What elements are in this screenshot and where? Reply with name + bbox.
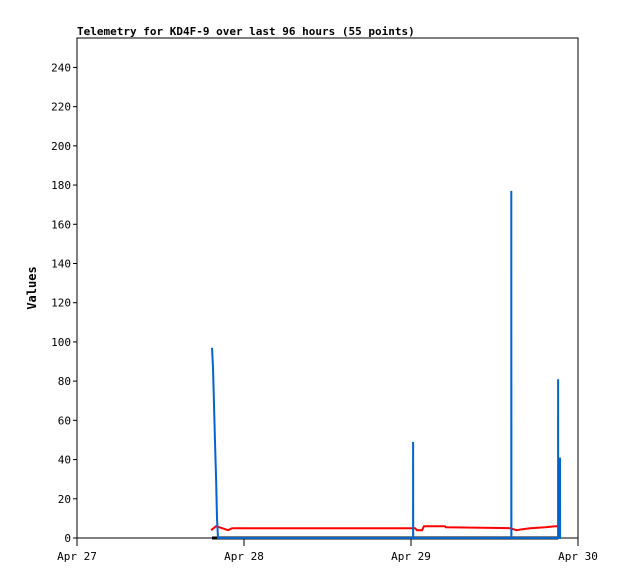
y-tick-label: 20 xyxy=(58,493,71,506)
y-tick-label: 180 xyxy=(51,179,71,192)
y-tick-label: 40 xyxy=(58,454,71,467)
plot-frame xyxy=(76,37,579,539)
series-line-2 xyxy=(211,190,562,539)
series-line-1 xyxy=(210,525,560,532)
y-tick-label: 240 xyxy=(51,61,71,74)
y-tick-label: 60 xyxy=(58,414,71,427)
y-tick-label: 120 xyxy=(51,297,71,310)
series-group xyxy=(210,190,562,540)
x-tick-label: Apr 28 xyxy=(224,550,264,563)
y-tick-label: 160 xyxy=(51,218,71,231)
x-tick-label: Apr 29 xyxy=(391,550,431,563)
y-tick-label: 220 xyxy=(51,101,71,114)
y-tick-label: 80 xyxy=(58,375,71,388)
y-tick-label: 140 xyxy=(51,257,71,270)
chart-title: Telemetry for KD4F-9 over last 96 hours … xyxy=(77,25,415,38)
y-axis: 0 20 40 60 80 100 120 140 160 180 200 220 240 xyxy=(51,61,77,545)
y-tick-label: 0 xyxy=(64,532,71,545)
x-tick-label: Apr 30 xyxy=(558,550,598,563)
x-axis: Apr 27 Apr 28 Apr 29 Apr 30 xyxy=(57,538,598,563)
y-tick-label: 200 xyxy=(51,140,71,153)
x-tick-label: Apr 27 xyxy=(57,550,97,563)
y-tick-label: 100 xyxy=(51,336,71,349)
y-axis-label: Values xyxy=(25,266,39,309)
